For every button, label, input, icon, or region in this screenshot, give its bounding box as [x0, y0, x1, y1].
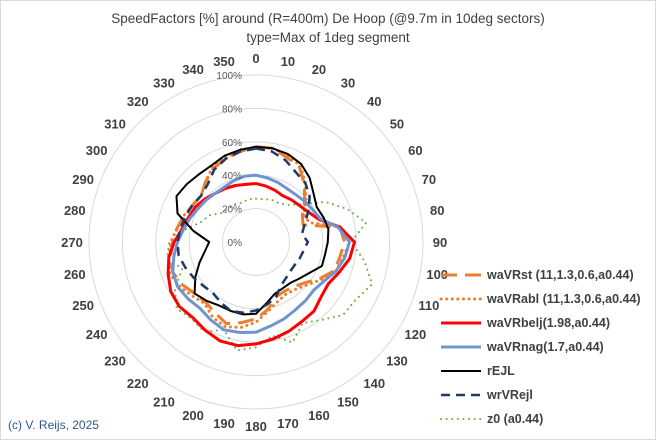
- angle-label: 40: [367, 94, 381, 109]
- chart-title: SpeedFactors [%] around (R=400m) De Hoop…: [111, 11, 545, 26]
- angle-label: 170: [277, 416, 299, 431]
- legend-item: wrVRejl: [437, 386, 656, 406]
- legend-swatch: [441, 321, 481, 325]
- radial-tick-label: 60%: [222, 138, 242, 149]
- angle-label: 200: [182, 408, 204, 423]
- legend-item: waVRabl (11,1.3,0.6,a0.44): [437, 290, 656, 310]
- angle-label: 70: [422, 172, 436, 187]
- angle-label: 190: [213, 416, 235, 431]
- legend-item: waVRbelj(1.98,a0.44): [437, 314, 656, 334]
- angle-label: 280: [64, 203, 86, 218]
- legend-label: waVRbelj(1.98,a0.44): [487, 316, 610, 330]
- chart-subtitle: type=Max of 1deg segment: [246, 30, 410, 45]
- legend-label: waVRnag(1.7,a0.44): [487, 340, 604, 354]
- angle-label: 260: [64, 267, 86, 282]
- legend-swatch: [441, 273, 481, 277]
- angle-label: 80: [430, 203, 444, 218]
- angle-label: 220: [127, 376, 149, 391]
- angle-label: 250: [72, 298, 94, 313]
- angle-label: 340: [182, 62, 204, 77]
- grid-ring: [121, 107, 391, 377]
- legend-label: z0 (a0.44): [487, 412, 544, 426]
- radar-grid: [88, 74, 424, 410]
- radial-tick-label: 100%: [216, 71, 242, 82]
- angle-label: 350: [213, 54, 235, 69]
- angle-label: 110: [418, 298, 439, 313]
- angle-label: 310: [104, 117, 126, 132]
- angle-label: 240: [86, 327, 108, 342]
- angle-label: 0: [252, 51, 259, 66]
- copyright-text: (c) V. Reijs, 2025: [8, 418, 99, 432]
- legend-swatch: [439, 297, 483, 301]
- angle-label: 90: [433, 235, 447, 250]
- radial-tick-label: 40%: [222, 171, 242, 182]
- legend-swatch: [441, 393, 481, 397]
- series-line: [169, 145, 346, 326]
- legend-item: waVRst (11,1.3,0.6,a0.44): [437, 266, 656, 286]
- angle-label: 210: [153, 394, 175, 409]
- legend-swatch: [441, 345, 481, 349]
- series-line: [171, 173, 351, 334]
- angle-label: 20: [312, 62, 326, 77]
- angle-label: 60: [408, 143, 422, 158]
- angle-label: 230: [104, 353, 126, 368]
- angle-label: 130: [386, 353, 408, 368]
- series-line: [176, 147, 311, 314]
- angle-label: 100: [426, 267, 448, 282]
- legend-swatch: [441, 370, 481, 372]
- series-line: [166, 197, 374, 352]
- radial-tick-label: 0%: [228, 238, 243, 249]
- angle-label: 300: [86, 143, 108, 158]
- legend-item: rEJL: [437, 362, 656, 382]
- angle-label: 50: [390, 117, 404, 132]
- legend-label: wrVRejl: [487, 388, 533, 402]
- angle-label: 290: [72, 172, 94, 187]
- radial-tick-label: 80%: [222, 104, 242, 115]
- series-line: [175, 145, 330, 316]
- radar-series: [166, 145, 374, 352]
- angle-label: 140: [363, 376, 385, 391]
- radial-tick-label: 20%: [222, 205, 242, 216]
- legend-label: rEJL: [487, 364, 515, 378]
- angle-label: 160: [308, 408, 330, 423]
- angle-label: 270: [61, 235, 83, 250]
- angle-label: 30: [341, 76, 355, 91]
- angle-label: 150: [337, 394, 359, 409]
- angle-label: 330: [153, 76, 175, 91]
- angle-label: 320: [127, 94, 149, 109]
- legend-item: z0 (a0.44): [437, 410, 656, 430]
- legend-swatch: [440, 418, 482, 420]
- legend-item: waVRnag(1.7,a0.44): [437, 338, 656, 358]
- grid-ring: [155, 141, 357, 343]
- legend-label: waVRabl (11,1.3,0.6,a0.44): [487, 292, 641, 306]
- series-line: [167, 145, 351, 329]
- legend-label: waVRst (11,1.3,0.6,a0.44): [487, 268, 634, 282]
- angle-label: 180: [245, 419, 267, 434]
- angle-label: 120: [404, 327, 426, 342]
- grid-ring: [88, 74, 424, 410]
- series-line: [166, 182, 356, 348]
- grid-ring: [222, 208, 290, 276]
- radial-tick-labels: 0% 20% 40% 60% 80% 100%: [216, 71, 242, 249]
- angle-label: 10: [281, 54, 295, 69]
